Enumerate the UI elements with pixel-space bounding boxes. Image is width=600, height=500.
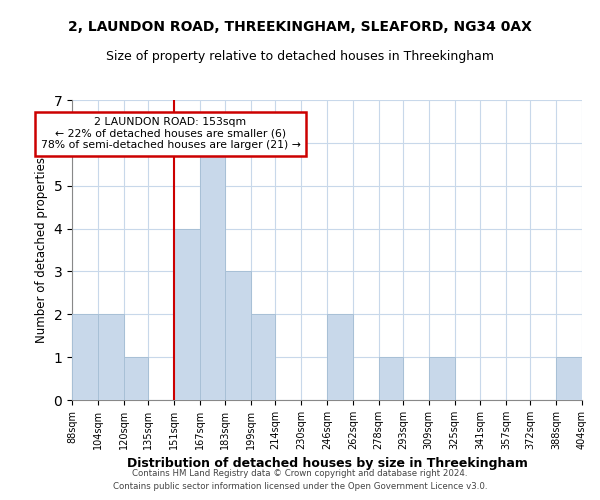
Bar bbox=[556, 357, 582, 400]
Bar bbox=[200, 143, 226, 400]
Bar bbox=[72, 314, 98, 400]
Text: 2 LAUNDON ROAD: 153sqm
← 22% of detached houses are smaller (6)
78% of semi-deta: 2 LAUNDON ROAD: 153sqm ← 22% of detached… bbox=[41, 117, 301, 150]
Text: Size of property relative to detached houses in Threekingham: Size of property relative to detached ho… bbox=[106, 50, 494, 63]
Text: Contains HM Land Registry data © Crown copyright and database right 2024.: Contains HM Land Registry data © Crown c… bbox=[132, 468, 468, 477]
Text: 2, LAUNDON ROAD, THREEKINGHAM, SLEAFORD, NG34 0AX: 2, LAUNDON ROAD, THREEKINGHAM, SLEAFORD,… bbox=[68, 20, 532, 34]
Bar bbox=[327, 314, 353, 400]
Y-axis label: Number of detached properties: Number of detached properties bbox=[35, 157, 48, 343]
Bar bbox=[428, 357, 455, 400]
Bar bbox=[173, 228, 200, 400]
Bar bbox=[251, 314, 275, 400]
Bar bbox=[226, 272, 251, 400]
X-axis label: Distribution of detached houses by size in Threekingham: Distribution of detached houses by size … bbox=[127, 458, 527, 470]
Bar bbox=[124, 357, 148, 400]
Bar bbox=[379, 357, 403, 400]
Bar bbox=[98, 314, 124, 400]
Text: Contains public sector information licensed under the Open Government Licence v3: Contains public sector information licen… bbox=[113, 482, 487, 491]
